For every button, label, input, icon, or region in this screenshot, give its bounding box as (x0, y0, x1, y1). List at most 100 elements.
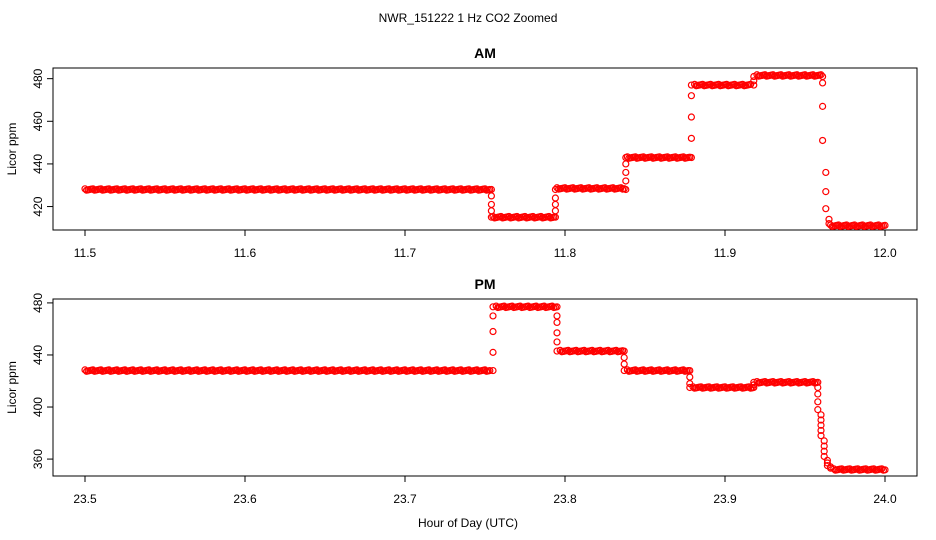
pm-y-tick-label: 480 (31, 293, 45, 313)
pm-data-point (820, 447, 828, 455)
am-data-point (818, 79, 827, 87)
pm-y-tick-label: 360 (31, 449, 45, 469)
am-data-point (622, 168, 630, 177)
am-data-point (487, 207, 495, 215)
pm-data-point (686, 379, 694, 388)
pm-x-tick-label: 23.7 (393, 492, 417, 506)
am-data-point (750, 72, 758, 81)
pm-data-point (553, 318, 561, 327)
am-y-tick-label: 460 (31, 111, 45, 131)
am-data-point (551, 194, 560, 202)
am-data-point (687, 81, 696, 89)
pm-data-point (750, 378, 758, 386)
am-x-tick-label: 11.9 (714, 246, 737, 260)
figure-title: NWR_151222 1 Hz CO2 Zoomed (379, 11, 558, 25)
pm-data-point (489, 366, 497, 375)
am-data-point (825, 220, 833, 228)
pm-data-point (750, 381, 758, 389)
pm-data-point (489, 303, 497, 311)
pm-data-point (820, 437, 828, 445)
pm-data-point (548, 302, 556, 310)
am-data-point (622, 177, 630, 185)
am-data-point (551, 200, 560, 209)
am-data-point (825, 215, 833, 223)
am-data-point (822, 188, 830, 196)
pm-y-tick-label: 440 (31, 345, 45, 365)
pm-data-point (686, 373, 694, 381)
am-data-point (687, 134, 696, 142)
am-data-points (81, 71, 889, 231)
am-y-tick-label: 420 (31, 196, 45, 216)
am-data-point (551, 207, 560, 215)
pm-data-point (814, 398, 822, 406)
figure-x-axis-label: Hour of Day (UTC) (418, 516, 518, 530)
am-x-tick-label: 11.8 (554, 246, 577, 260)
pm-data-point (553, 303, 561, 311)
pm-data-point (486, 366, 494, 375)
pm-data-point (814, 378, 822, 386)
pm-data-point (881, 466, 889, 474)
am-panel-title: AM (474, 45, 496, 61)
pm-data-points (81, 302, 889, 474)
pm-panel: PM Licor ppm 23.5 23.6 23.7 23.8 23.9 24.0 360 40… (5, 276, 918, 506)
pm-data-point (817, 421, 825, 429)
am-data-point (750, 81, 758, 89)
pm-data-point (489, 327, 497, 336)
pm-data-point (686, 383, 694, 392)
am-data-point (622, 160, 630, 168)
pm-data-point (553, 312, 561, 320)
pm-panel-title: PM (475, 276, 496, 292)
pm-data-point (820, 442, 828, 450)
am-data-point (487, 192, 495, 200)
am-plot-frame (52, 67, 918, 231)
pm-data-point (878, 465, 886, 473)
am-y-tick-label: 480 (31, 68, 45, 88)
am-x-tick-label: 11.7 (394, 246, 417, 260)
am-data-point (487, 213, 495, 221)
pm-x-tick-label: 23.5 (73, 492, 97, 506)
am-data-point (881, 221, 889, 229)
am-data-point (687, 113, 696, 121)
am-data-point (687, 92, 696, 100)
am-data-point (817, 71, 825, 79)
pm-x-tick-label: 23.6 (233, 492, 257, 506)
am-data-point (617, 184, 625, 192)
pm-data-point (481, 366, 489, 374)
pm-x-tick-label: 24.0 (873, 492, 897, 506)
am-data-point (822, 168, 830, 177)
pm-data-point (814, 390, 822, 398)
pm-y-axis-label: Licor ppm (5, 361, 19, 414)
am-data-point (551, 185, 560, 194)
pm-data-point (553, 347, 561, 355)
am-data-point (818, 102, 827, 110)
am-data-point (622, 185, 630, 194)
am-x-tick-label: 11.6 (234, 246, 257, 260)
pm-data-point (817, 432, 825, 440)
pm-data-point (489, 312, 497, 320)
am-data-point (750, 77, 758, 85)
pm-data-point (553, 329, 561, 337)
pm-data-point (620, 360, 628, 368)
pm-data-point (750, 383, 758, 392)
am-y-axis-label: Licor ppm (5, 123, 19, 176)
pm-data-point (823, 456, 832, 464)
pm-data-point (809, 377, 817, 386)
am-data-point (818, 136, 827, 145)
pm-plot-frame (52, 298, 918, 477)
am-data-point (687, 153, 696, 162)
pm-data-point (553, 338, 561, 346)
pm-data-point (817, 426, 825, 435)
am-x-tick-label: 11.5 (74, 246, 97, 260)
pm-x-tick-label: 23.8 (553, 492, 577, 506)
pm-data-point (817, 416, 825, 424)
pm-data-point (620, 366, 628, 375)
pm-data-point (826, 464, 835, 472)
am-y-tick-label: 440 (31, 154, 45, 174)
am-data-point (822, 205, 830, 213)
am-data-point (622, 153, 630, 162)
pm-y-tick-label: 400 (31, 397, 45, 417)
am-panel: AM Licor ppm 11.5 11.6 11.7 11.8 11.9 12.0 420 44… (5, 45, 918, 260)
pm-data-point (814, 406, 822, 414)
pm-data-point (489, 348, 497, 356)
